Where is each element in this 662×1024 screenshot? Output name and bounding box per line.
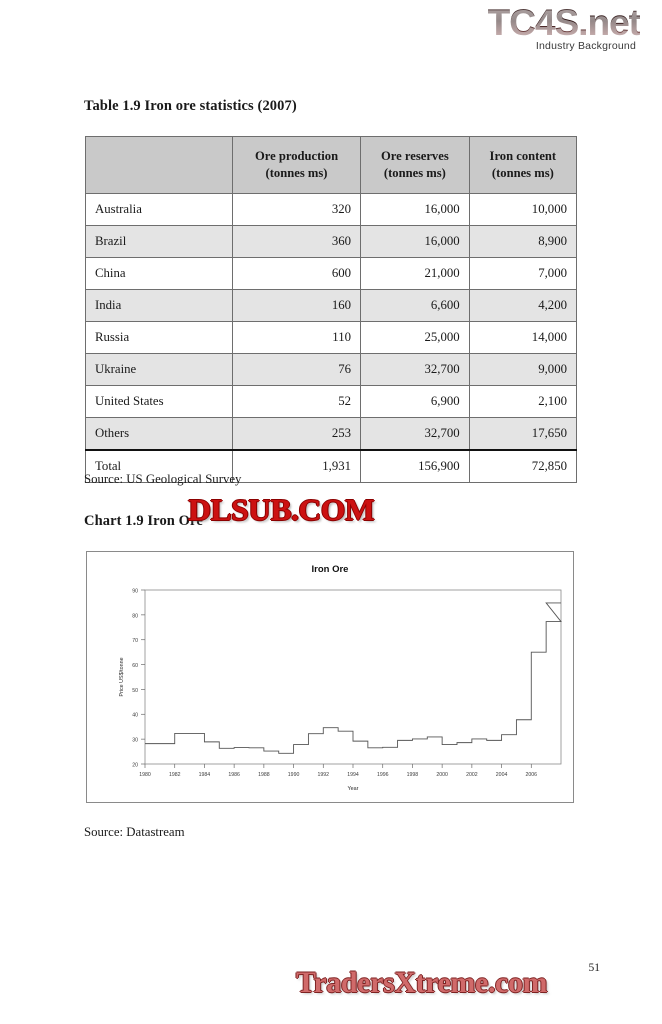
svg-text:1982: 1982: [169, 772, 181, 778]
cell-ore-production: 253: [231, 417, 362, 451]
svg-text:2000: 2000: [436, 772, 448, 778]
section-label: Industry Background: [535, 40, 636, 52]
cell-country: Brazil: [85, 225, 233, 258]
column-header-line1: Ore production: [254, 149, 339, 163]
cell-iron-content: 14,000: [468, 321, 578, 354]
svg-text:30: 30: [132, 738, 138, 744]
svg-text:1990: 1990: [288, 772, 300, 778]
cell-iron-content: 2,100: [468, 385, 578, 418]
cell-iron-content: 7,000: [468, 257, 578, 290]
table-row: United States 52 6,900 2,100: [85, 385, 578, 418]
tc4s-watermark: TC4S.net: [487, 2, 641, 43]
svg-text:1984: 1984: [199, 772, 211, 778]
cell-iron-content: 72,850: [468, 449, 578, 483]
dlsub-watermark: DLSUB.COM: [188, 492, 375, 527]
svg-text:90: 90: [132, 588, 138, 594]
cell-ore-production: 320: [231, 193, 362, 226]
table-row: Brazil 360 16,000 8,900: [85, 225, 578, 258]
cell-ore-production: 52: [231, 385, 362, 418]
cell-ore-production: 600: [231, 257, 362, 290]
column-header-line2: (tonnes ms): [265, 166, 328, 180]
cell-ore-reserves: 16,000: [360, 193, 470, 226]
column-header-line2: (tonnes ms): [383, 166, 446, 180]
cell-ore-production: 110: [231, 321, 362, 354]
tradersxtreme-watermark: TradersXtreme.com: [296, 966, 548, 999]
svg-text:2004: 2004: [496, 772, 508, 778]
cell-country: Ukraine: [85, 353, 233, 386]
cell-iron-content: 17,650: [468, 417, 578, 451]
cell-ore-reserves: 32,700: [360, 417, 470, 451]
cell-iron-content: 9,000: [468, 353, 578, 386]
cell-country: Russia: [85, 321, 233, 354]
cell-country: India: [85, 289, 233, 322]
svg-text:1988: 1988: [258, 772, 270, 778]
svg-text:Year: Year: [348, 786, 359, 792]
column-header-country: [85, 136, 233, 194]
table-row: Russia 110 25,000 14,000: [85, 321, 578, 354]
svg-text:1992: 1992: [318, 772, 330, 778]
table-row: Australia 320 16,000 10,000: [85, 193, 578, 226]
table-row: China 600 21,000 7,000: [85, 257, 578, 290]
table-source: Source: US Geological Survey: [84, 472, 242, 486]
svg-text:20: 20: [132, 762, 138, 768]
cell-country: Total: [85, 449, 233, 483]
chart-title: Iron Ore: [311, 564, 349, 575]
column-header-line1: Iron content: [489, 149, 557, 163]
cell-country: Others: [85, 417, 233, 451]
cell-country: Australia: [85, 193, 233, 226]
svg-text:Price US$/tonne: Price US$/tonne: [119, 657, 125, 696]
table-title: Table 1.9 Iron ore statistics (2007): [84, 98, 297, 114]
table-row: Ukraine 76 32,700 9,000: [85, 353, 578, 386]
iron-ore-statistics-table: Ore production (tonnes ms) Ore reserves …: [85, 136, 578, 483]
cell-ore-reserves: 16,000: [360, 225, 470, 258]
table-body: Australia 320 16,000 10,000 Brazil 360 1…: [85, 193, 578, 483]
svg-text:1986: 1986: [228, 772, 240, 778]
column-header-line1: Ore reserves: [381, 149, 449, 163]
cell-ore-reserves: 6,600: [360, 289, 470, 322]
column-header-ore-production: Ore production (tonnes ms): [231, 136, 362, 194]
svg-text:60: 60: [132, 663, 138, 669]
column-header-ore-reserves: Ore reserves (tonnes ms): [360, 136, 470, 194]
column-header-line2: (tonnes ms): [491, 166, 554, 180]
cell-iron-content: 4,200: [468, 289, 578, 322]
svg-text:1998: 1998: [407, 772, 419, 778]
svg-text:1996: 1996: [377, 772, 389, 778]
cell-iron-content: 10,000: [468, 193, 578, 226]
cell-ore-production: 76: [231, 353, 362, 386]
chart-caption: Chart 1.9 Iron Ore: [84, 513, 203, 529]
column-header-iron-content: Iron content (tonnes ms): [468, 136, 578, 194]
svg-text:80: 80: [132, 613, 138, 619]
svg-text:50: 50: [132, 688, 138, 694]
table-row: India 160 6,600 4,200: [85, 289, 578, 322]
chart-plot-area: 20 30 40 50 60 70 80 90 1980 1982 1984 1986 1988 1990…: [119, 588, 562, 792]
cell-country: China: [85, 257, 233, 290]
cell-ore-production: 1,931: [231, 449, 362, 483]
svg-text:1994: 1994: [347, 772, 359, 778]
table-total-row: Total 1,931 156,900 72,850: [85, 449, 578, 483]
cell-ore-reserves: 25,000: [360, 321, 470, 354]
cell-iron-content: 8,900: [468, 225, 578, 258]
page-header: Industry Background TC4S.net: [340, 0, 641, 62]
page-number: 51: [588, 962, 601, 974]
cell-ore-production: 360: [231, 225, 362, 258]
svg-text:70: 70: [132, 638, 138, 644]
table-row: Others 253 32,700 17,650: [85, 417, 578, 451]
svg-text:1980: 1980: [139, 772, 151, 778]
svg-text:40: 40: [132, 713, 138, 719]
cell-ore-reserves: 6,900: [360, 385, 470, 418]
cell-ore-reserves: 21,000: [360, 257, 470, 290]
chart-source: Source: Datastream: [84, 825, 185, 839]
iron-ore-price-chart: Iron Ore 20 30 40 50 60 70 80 90 1980 1982 1984 198…: [86, 551, 574, 803]
table-header: Ore production (tonnes ms) Ore reserves …: [85, 136, 578, 194]
cell-ore-reserves: 156,900: [360, 449, 470, 483]
cell-country: United States: [85, 385, 233, 418]
cell-ore-reserves: 32,700: [360, 353, 470, 386]
svg-text:2006: 2006: [526, 772, 538, 778]
table-header-row: Ore production (tonnes ms) Ore reserves …: [85, 136, 578, 194]
svg-text:2002: 2002: [466, 772, 478, 778]
cell-ore-production: 160: [231, 289, 362, 322]
